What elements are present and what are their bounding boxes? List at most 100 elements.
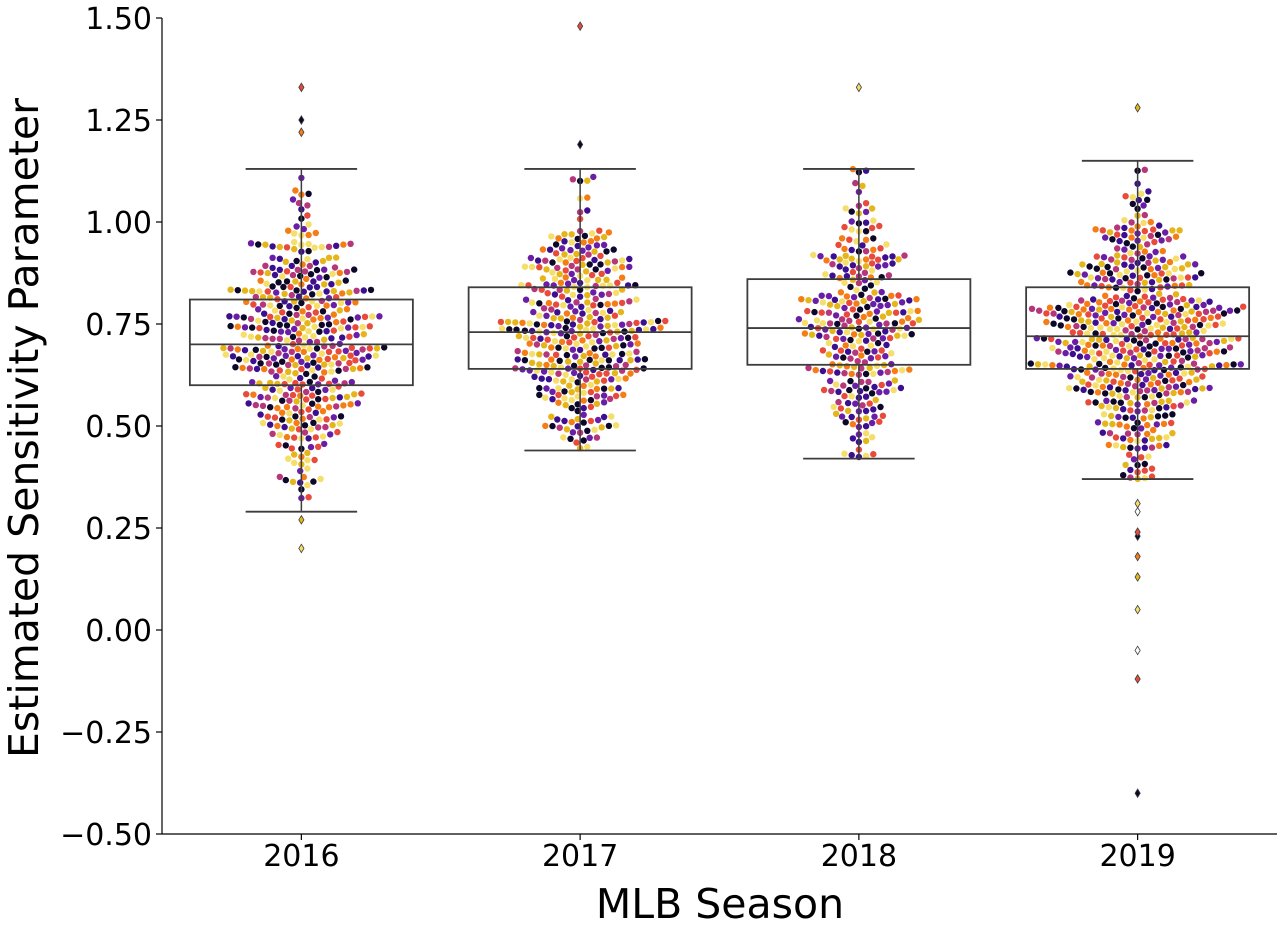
- swarm-point: [1093, 265, 1101, 272]
- swarm-point: [286, 417, 293, 424]
- swarm-point: [582, 376, 590, 383]
- swarm-point: [295, 426, 303, 433]
- swarm-point: [1199, 373, 1206, 380]
- swarm-point: [1141, 166, 1149, 173]
- swarm-point: [543, 351, 550, 358]
- swarm-point: [269, 283, 276, 290]
- swarm-point: [618, 274, 626, 281]
- swarm-point: [309, 291, 316, 298]
- swarm-point: [633, 319, 640, 327]
- swarm-point: [812, 297, 819, 304]
- swarm-point: [876, 321, 883, 328]
- swarm-point: [1158, 385, 1165, 392]
- swarm-point: [301, 268, 309, 275]
- swarm-point: [1200, 327, 1207, 334]
- swarm-point: [1156, 362, 1163, 369]
- swarm-point: [1122, 275, 1129, 282]
- swarm-point: [867, 342, 875, 349]
- swarm-point: [1114, 308, 1121, 316]
- swarm-point: [597, 301, 604, 309]
- swarm-point: [1193, 376, 1200, 383]
- swarm-point: [257, 360, 264, 367]
- swarm-point: [830, 403, 837, 411]
- swarm-point: [1116, 353, 1123, 360]
- swarm-point: [1165, 352, 1173, 359]
- swarm-point: [1055, 348, 1062, 355]
- swarm-point: [877, 403, 884, 411]
- swarm-point: [593, 393, 601, 400]
- swarm-point: [856, 306, 864, 313]
- swarm-point: [1188, 308, 1195, 315]
- swarm-point: [287, 283, 294, 291]
- swarm-point: [1177, 389, 1185, 396]
- swarm-point: [1159, 247, 1167, 255]
- swarm-point: [576, 316, 584, 324]
- swarm-point: [360, 331, 367, 338]
- swarm-point: [555, 344, 562, 351]
- swarm-point: [891, 300, 899, 308]
- swarm-point: [331, 377, 339, 384]
- swarm-point: [259, 419, 267, 427]
- swarm-point: [879, 335, 887, 342]
- swarm-point: [581, 232, 589, 240]
- swarm-point: [289, 196, 297, 203]
- swarm-point: [1188, 297, 1195, 304]
- swarm-point: [626, 320, 633, 328]
- swarm-point: [1177, 318, 1185, 325]
- outlier-marker: [298, 115, 305, 125]
- swarm-point: [626, 350, 633, 357]
- swarm-point: [252, 401, 259, 409]
- swarm-point: [539, 246, 547, 253]
- swarm-point: [352, 299, 359, 306]
- swarm-point: [593, 400, 601, 407]
- swarm-point: [1112, 300, 1120, 308]
- swarm-point: [573, 439, 580, 446]
- swarm-point: [873, 308, 881, 315]
- swarm-point: [612, 363, 620, 370]
- swarm-point: [304, 256, 311, 263]
- swarm-point: [1153, 300, 1161, 307]
- swarm-point: [1170, 307, 1177, 314]
- swarm-point: [324, 314, 331, 321]
- swarm-point: [291, 245, 298, 253]
- swarm-point: [1127, 399, 1134, 407]
- swarm-point: [1117, 399, 1125, 406]
- swarm-point: [295, 337, 303, 344]
- swarm-point: [1109, 390, 1116, 397]
- swarm-point: [305, 304, 312, 311]
- swarm-point: [303, 275, 310, 283]
- swarm-point: [1205, 322, 1212, 329]
- swarm-point: [548, 233, 555, 240]
- swarm-point: [1105, 403, 1113, 411]
- swarm-point: [550, 315, 557, 322]
- swarm-point: [551, 291, 559, 298]
- swarm-point: [1192, 353, 1199, 360]
- swarm-point: [1144, 401, 1151, 408]
- swarm-point: [846, 299, 853, 306]
- swarm-point: [871, 348, 878, 355]
- swarm-point: [1127, 287, 1134, 294]
- swarm-point: [861, 285, 869, 292]
- swarm-point: [335, 383, 342, 390]
- swarm-point: [1144, 430, 1151, 438]
- swarm-point: [239, 364, 246, 372]
- swarm-point: [352, 324, 359, 331]
- swarm-point: [1114, 245, 1121, 252]
- swarm-point: [825, 351, 833, 358]
- swarm-point: [352, 357, 359, 364]
- swarm-point: [848, 218, 855, 225]
- swarm-point: [323, 328, 330, 335]
- swarm-point: [288, 425, 295, 432]
- swarm-point: [892, 309, 900, 316]
- swarm-point: [592, 309, 599, 317]
- swarm-point: [582, 369, 590, 376]
- swarm-point: [1141, 279, 1149, 286]
- swarm-point: [549, 259, 556, 266]
- swarm-point: [241, 347, 249, 354]
- swarm-point: [557, 315, 565, 322]
- swarm-point: [1172, 383, 1180, 390]
- swarm-point: [267, 313, 274, 320]
- swarm-point: [1123, 292, 1131, 300]
- swarm-point: [597, 261, 604, 268]
- swarm-point: [1027, 360, 1035, 367]
